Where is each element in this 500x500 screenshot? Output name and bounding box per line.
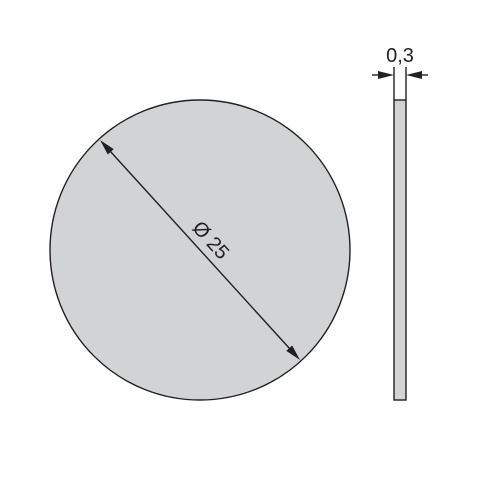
disc-side-view	[394, 100, 406, 400]
technical-drawing: Ø 250,3	[0, 0, 500, 500]
thickness-label: 0,3	[386, 45, 414, 67]
